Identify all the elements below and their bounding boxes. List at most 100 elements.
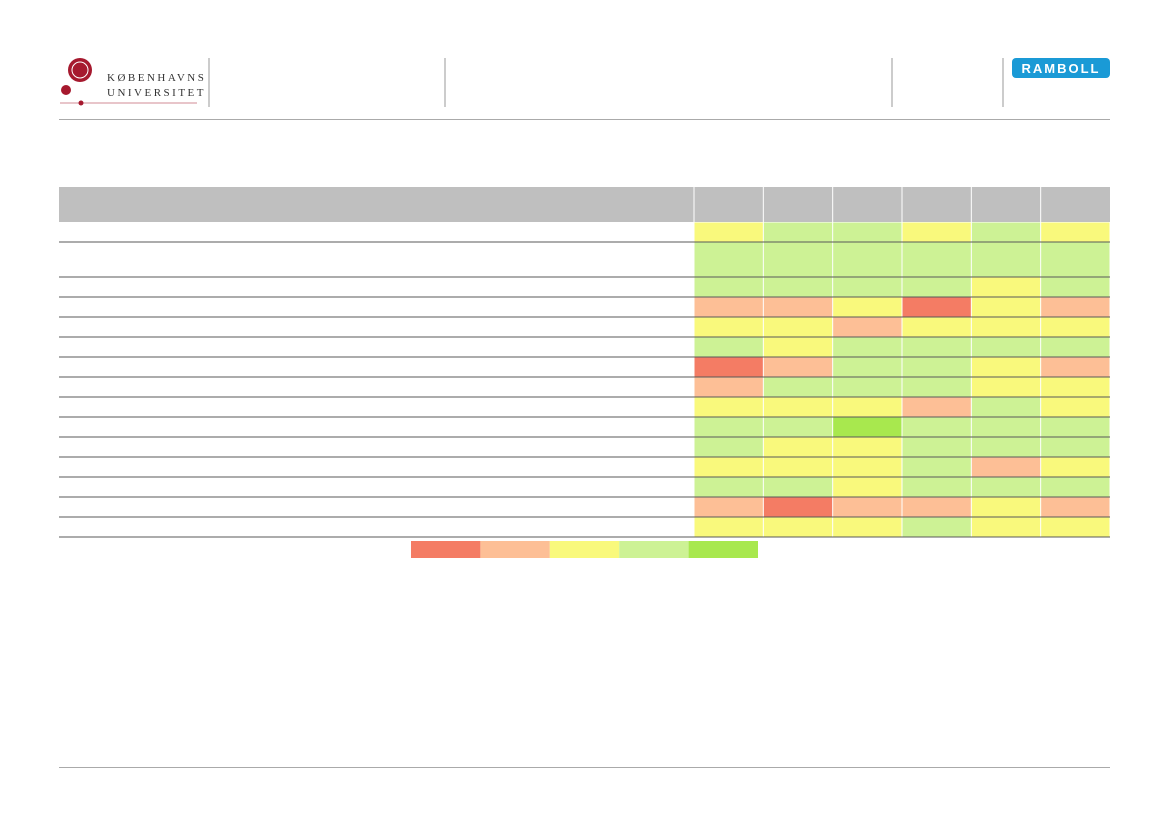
- heat-cell: [902, 417, 971, 437]
- heat-cell: [833, 477, 902, 497]
- heat-cell: [902, 357, 971, 377]
- heat-cell: [833, 242, 902, 277]
- heat-cell: [763, 377, 833, 397]
- heat-cell: [971, 317, 1041, 337]
- heat-cell: [694, 377, 763, 397]
- heat-cell: [902, 317, 971, 337]
- heat-cell: [763, 297, 833, 317]
- heat-cell: [694, 317, 763, 337]
- university-logo: KØBENHAVNS UNIVERSITET: [60, 58, 206, 106]
- heat-cell: [971, 397, 1041, 417]
- heat-cell: [763, 517, 833, 537]
- heat-cell: [902, 242, 971, 277]
- heat-cell: [1041, 437, 1110, 457]
- heat-cell: [694, 222, 763, 242]
- heat-cell: [971, 357, 1041, 377]
- seal-ring: [71, 61, 89, 79]
- legend-swatch: [480, 541, 550, 558]
- heat-cell: [971, 242, 1041, 277]
- heat-cell: [971, 297, 1041, 317]
- heat-cell: [902, 477, 971, 497]
- legend-swatch: [688, 541, 758, 558]
- heat-cell: [694, 497, 763, 517]
- heat-cell: [902, 277, 971, 297]
- heat-cell: [833, 397, 902, 417]
- heat-cell: [763, 417, 833, 437]
- heat-cell: [833, 317, 902, 337]
- heat-cell: [902, 297, 971, 317]
- heat-cell: [833, 417, 902, 437]
- heat-cell: [902, 377, 971, 397]
- heat-cell: [971, 437, 1041, 457]
- legend-swatch: [549, 541, 620, 558]
- heat-cell: [971, 337, 1041, 357]
- heat-cell: [763, 497, 833, 517]
- heat-cell: [1041, 277, 1110, 297]
- heat-cell: [763, 477, 833, 497]
- heat-cell: [971, 417, 1041, 437]
- heat-cell: [833, 337, 902, 357]
- heat-cell: [833, 377, 902, 397]
- heat-cell: [971, 517, 1041, 537]
- heat-cell: [1041, 297, 1110, 317]
- heat-cell: [971, 497, 1041, 517]
- heat-cell: [971, 377, 1041, 397]
- heatmap-table: [59, 187, 1110, 558]
- heat-cell: [1041, 222, 1110, 242]
- heat-cell: [694, 297, 763, 317]
- heat-cell: [694, 397, 763, 417]
- heat-cell: [833, 222, 902, 242]
- heat-cell: [971, 477, 1041, 497]
- dot: [61, 85, 71, 95]
- heat-cell: [763, 337, 833, 357]
- heat-cell: [1041, 317, 1110, 337]
- heat-cell: [1041, 417, 1110, 437]
- heat-cell: [833, 457, 902, 477]
- heat-cell: [971, 222, 1041, 242]
- heat-cell: [902, 457, 971, 477]
- heat-cell: [902, 437, 971, 457]
- heat-cell: [694, 517, 763, 537]
- heat-cell: [763, 277, 833, 297]
- heat-cell: [1041, 337, 1110, 357]
- heat-cell: [1041, 377, 1110, 397]
- heat-cell: [1041, 457, 1110, 477]
- logo-text: KØBENHAVNS: [107, 72, 206, 84]
- table-header: [59, 187, 1110, 222]
- heat-cell: [902, 497, 971, 517]
- heat-cell: [694, 242, 763, 277]
- heat-cell: [971, 457, 1041, 477]
- heat-cell: [763, 317, 833, 337]
- heat-cell: [763, 242, 833, 277]
- logo-badge: [1012, 58, 1110, 78]
- heat-cell: [1041, 497, 1110, 517]
- heat-cell: [1041, 357, 1110, 377]
- heat-cell: [833, 437, 902, 457]
- heat-cell: [833, 497, 902, 517]
- heat-cell: [1041, 477, 1110, 497]
- heat-cell: [833, 277, 902, 297]
- heat-cell: [694, 457, 763, 477]
- heat-cell: [902, 337, 971, 357]
- heat-cell: [833, 297, 902, 317]
- heat-cell: [763, 222, 833, 242]
- heat-cell: [694, 477, 763, 497]
- heat-cell: [763, 457, 833, 477]
- heat-cell: [694, 437, 763, 457]
- heat-cell: [763, 357, 833, 377]
- heat-cell: [694, 277, 763, 297]
- heat-cell: [1041, 517, 1110, 537]
- heat-cell: [1041, 242, 1110, 277]
- heat-cell: [902, 517, 971, 537]
- header-dividers: [208, 58, 1004, 107]
- heat-cell: [833, 357, 902, 377]
- heat-cell: [833, 517, 902, 537]
- heat-cell: [694, 337, 763, 357]
- legend-swatch: [411, 541, 481, 558]
- heat-cell: [763, 437, 833, 457]
- logo-text: RAMBOLL: [1022, 61, 1101, 76]
- heat-cell: [1041, 397, 1110, 417]
- heat-cell: [902, 222, 971, 242]
- legend-swatch: [619, 541, 689, 558]
